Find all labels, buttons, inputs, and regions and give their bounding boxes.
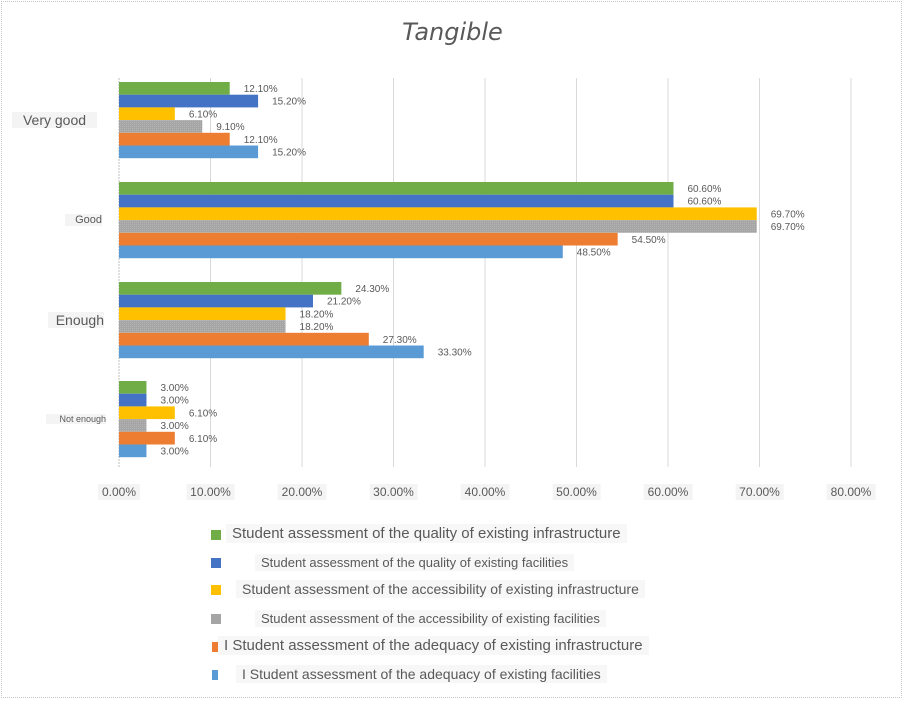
bar xyxy=(119,120,203,133)
legend-swatch xyxy=(211,585,221,595)
category-label: Not enough xyxy=(46,413,106,424)
legend-label: Student assessment of the quality of exi… xyxy=(226,524,627,544)
legend-label: I Student assessment of the adequacy of … xyxy=(218,636,649,656)
data-label: 3.00% xyxy=(160,396,188,407)
data-label: 12.10% xyxy=(244,84,278,95)
legend-label: Student assessment of the accessibility … xyxy=(255,609,606,627)
legend-label: I Student assessment of the adequacy of … xyxy=(236,664,607,683)
data-label: 33.30% xyxy=(438,348,472,359)
legend-swatch xyxy=(212,670,218,680)
data-label: 60.60% xyxy=(687,184,721,195)
data-label: 3.00% xyxy=(160,421,188,432)
bar xyxy=(119,145,259,159)
data-label: 3.00% xyxy=(160,447,188,458)
legend-label: Student assessment of the accessibility … xyxy=(236,579,645,598)
category-label: Good xyxy=(65,213,102,226)
data-label: 15.20% xyxy=(272,97,306,108)
bar xyxy=(119,332,369,346)
x-tick-label: 70.00% xyxy=(735,484,784,500)
category-label: Very good xyxy=(12,111,97,128)
bar xyxy=(119,207,757,221)
bar xyxy=(119,194,674,208)
bar xyxy=(119,431,175,445)
data-label: 54.50% xyxy=(632,235,666,246)
bar xyxy=(119,419,147,432)
bar xyxy=(119,182,674,195)
bar xyxy=(119,381,147,394)
data-label: 27.30% xyxy=(383,335,417,346)
data-label: 6.10% xyxy=(189,109,217,120)
bar xyxy=(119,406,175,420)
data-label: 21.20% xyxy=(327,297,361,308)
data-label: 18.20% xyxy=(300,322,334,333)
bar xyxy=(119,294,313,308)
x-tick-label: 50.00% xyxy=(552,484,601,500)
data-label: 3.00% xyxy=(160,383,188,394)
x-tick-label: 20.00% xyxy=(277,484,327,500)
chart-title: Tangible xyxy=(402,18,503,46)
data-label: 48.50% xyxy=(577,248,611,259)
legend-swatch xyxy=(211,558,221,568)
data-label: 24.30% xyxy=(355,284,389,295)
legend-swatch xyxy=(211,614,221,624)
bar xyxy=(119,220,757,233)
legend-swatch xyxy=(211,530,221,540)
x-tick-label: 10.00% xyxy=(186,484,235,500)
bar xyxy=(119,94,259,108)
data-label: 60.60% xyxy=(687,197,721,208)
data-label: 6.10% xyxy=(189,434,217,445)
x-tick-label: 30.00% xyxy=(369,484,418,500)
data-label: 15.20% xyxy=(272,148,306,159)
bar xyxy=(119,307,286,321)
category-label: Enough xyxy=(48,311,104,328)
bar xyxy=(119,132,230,146)
bar xyxy=(119,107,175,121)
x-tick-label: 60.00% xyxy=(643,484,693,500)
bar xyxy=(119,82,230,95)
data-label: 18.20% xyxy=(300,309,334,320)
x-tick-label: 0.00% xyxy=(97,484,141,500)
data-label: 6.10% xyxy=(189,408,217,419)
data-label: 69.70% xyxy=(771,209,805,220)
bar xyxy=(119,232,618,246)
bar xyxy=(119,320,286,333)
bar xyxy=(119,444,147,458)
x-tick-label: 80.00% xyxy=(826,484,876,500)
bar xyxy=(119,282,342,295)
x-tick-label: 40.00% xyxy=(460,484,510,500)
data-label: 69.70% xyxy=(771,222,805,233)
data-label: 9.10% xyxy=(216,122,244,133)
bar xyxy=(119,393,147,407)
data-label: 12.10% xyxy=(244,135,278,146)
legend-label: Student assessment of the quality of exi… xyxy=(255,553,575,571)
legend-swatch xyxy=(212,642,218,652)
bar xyxy=(119,345,424,359)
bar xyxy=(119,245,563,259)
